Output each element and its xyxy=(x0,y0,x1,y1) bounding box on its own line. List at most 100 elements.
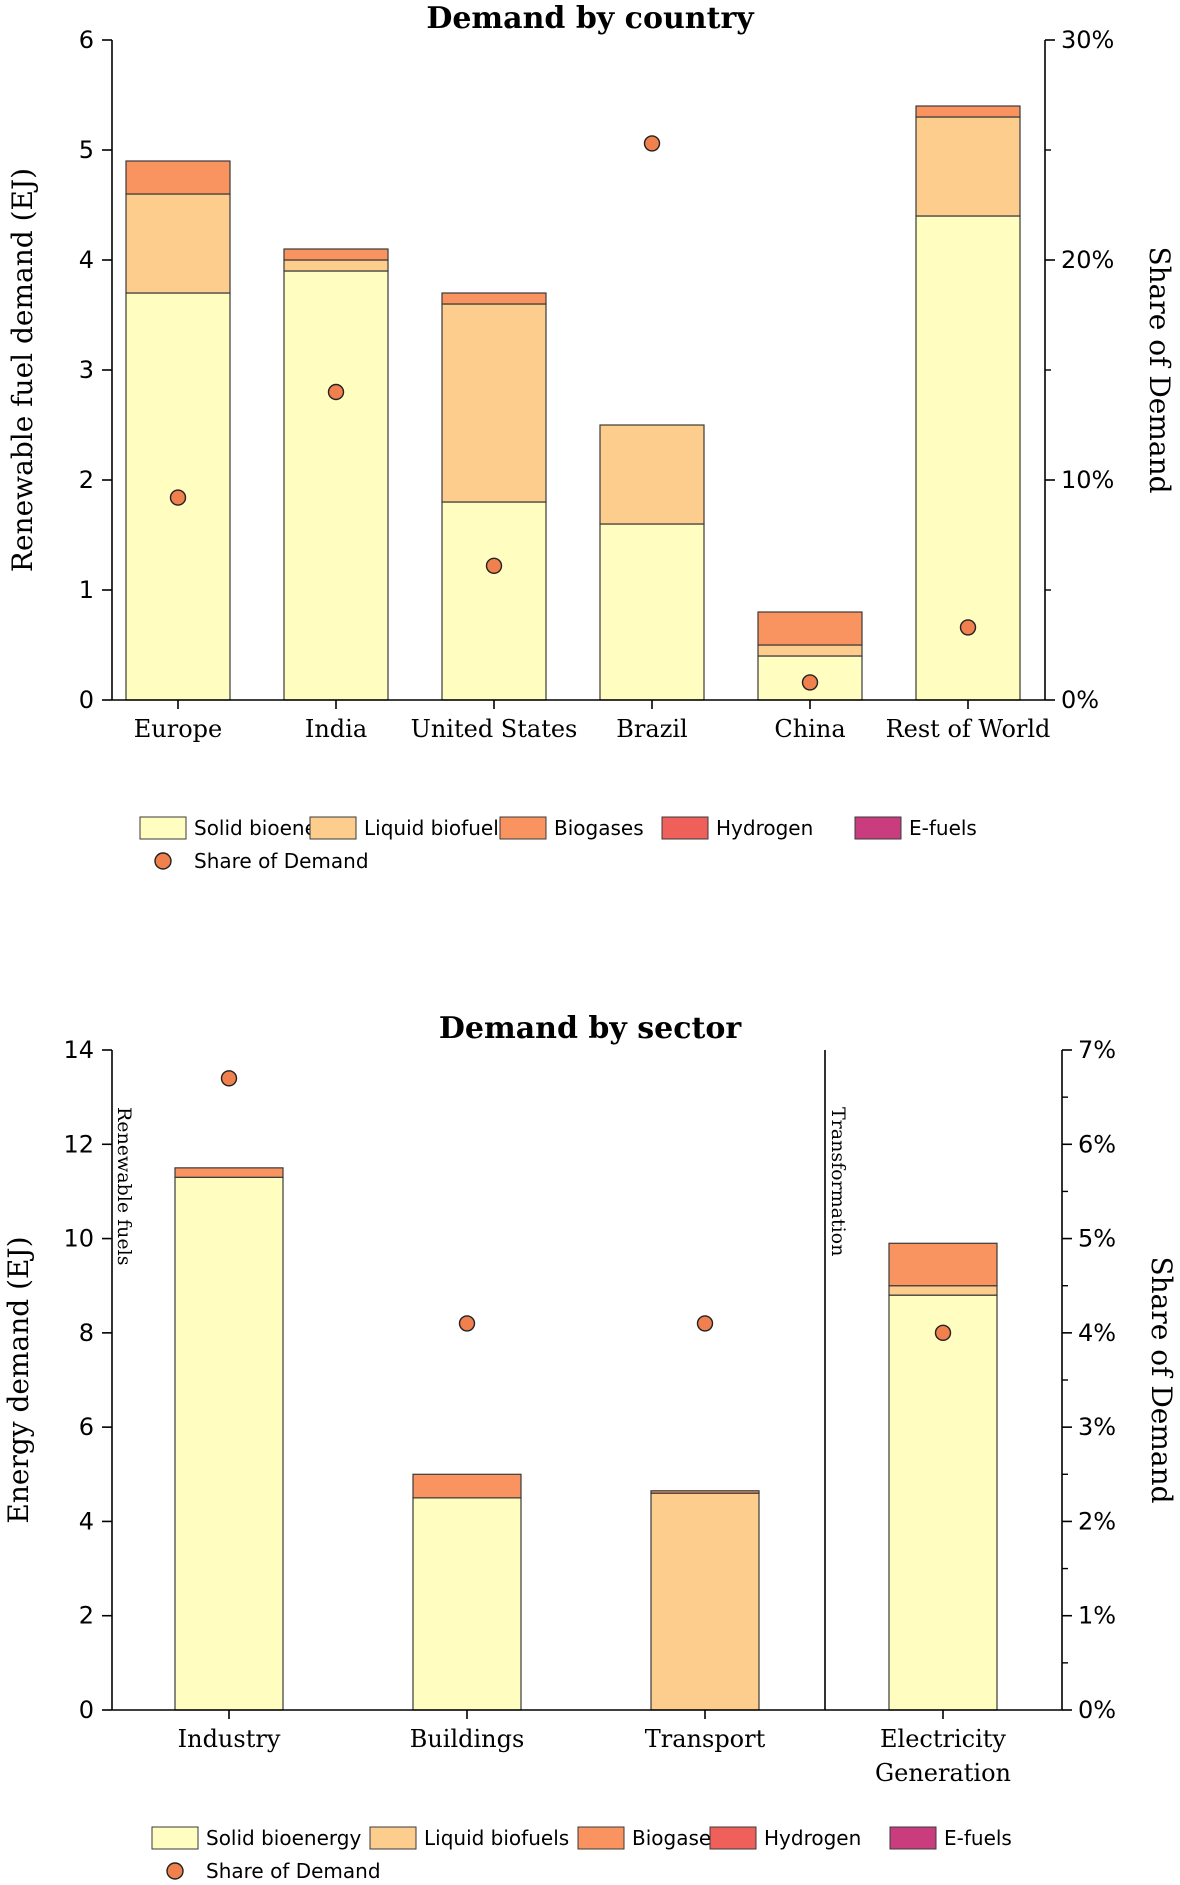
y-tick-label: 3 xyxy=(79,356,94,384)
x-tick-label-rest-of-world: Rest of World xyxy=(886,715,1051,743)
y2-axis-label: Share of Demand xyxy=(1143,246,1176,493)
bar-buildings-solid-bioenergy xyxy=(412,1497,522,1711)
share-point-rest-of-world xyxy=(959,619,977,636)
bar-group xyxy=(125,105,1021,701)
legend: Solid bioenergy Liquid biofuels Biogases Hy… xyxy=(151,1826,1012,1883)
legend-swatch-biogases xyxy=(577,1826,625,1850)
x-tick-label-brazil: Brazil xyxy=(616,715,687,743)
y2-tick-label: 20% xyxy=(1061,246,1114,274)
share-point-transport xyxy=(696,1315,714,1332)
legend-swatch-solid-bioenergy xyxy=(139,816,187,840)
legend-label-biogases: Biogases xyxy=(554,816,644,840)
y2-tick-label: 3% xyxy=(1078,1413,1116,1441)
y-tick-label: 6 xyxy=(79,26,94,54)
legend-label-biogases: Biogases xyxy=(632,1826,722,1850)
legend: Solid bioenergy Liquid biofuels Biogases Hy… xyxy=(139,816,977,873)
y-tick-label: 10 xyxy=(63,1225,94,1253)
chart-demand-by-sector: Demand by sector 0 2 4 6 8 10 12 14 0% 1% 2% 3% 4% 5… xyxy=(2,1011,1178,1883)
y-tick-label: 0 xyxy=(79,1696,94,1724)
y2-tick-label: 30% xyxy=(1061,26,1114,54)
legend-label-hydrogen: Hydrogen xyxy=(764,1826,861,1850)
legend-swatch-hydrogen xyxy=(709,1826,757,1850)
y2-tick-label: 5% xyxy=(1078,1225,1116,1253)
y2-tick-label: 10% xyxy=(1061,466,1114,494)
legend-label-liquid-biofuels: Liquid biofuels xyxy=(364,816,509,840)
share-points xyxy=(220,1070,952,1342)
y-tick-label: 12 xyxy=(63,1130,94,1158)
annotation-transformation: Transformation xyxy=(827,1107,849,1256)
legend-swatch-biogases xyxy=(499,816,547,840)
bar-europe-biogases xyxy=(125,160,231,195)
bar-india-solid-bioenergy xyxy=(283,270,389,701)
y-ticks-left: 0 1 2 3 4 5 6 xyxy=(79,26,112,714)
bar-united-states-biogases xyxy=(441,292,547,305)
y2-tick-label: 1% xyxy=(1078,1602,1116,1630)
x-tick-label-europe: Europe xyxy=(134,715,222,743)
legend-swatch-e-fuels xyxy=(854,816,902,840)
legend-swatch-share-of-demand xyxy=(154,852,172,870)
share-point-china xyxy=(801,674,819,691)
legend-label-share-of-demand: Share of Demand xyxy=(206,1859,381,1883)
chart-title: Demand by sector xyxy=(439,1011,742,1046)
y2-tick-label: 0% xyxy=(1061,686,1099,714)
y-tick-label: 0 xyxy=(79,686,94,714)
y-axis-label: Energy demand (EJ) xyxy=(2,1236,35,1523)
y2-tick-label: 6% xyxy=(1078,1130,1116,1158)
legend-swatch-share-of-demand xyxy=(166,1862,184,1880)
bar-europe-liquid-biofuels xyxy=(125,193,231,294)
y-tick-label: 4 xyxy=(79,246,94,274)
bar-buildings-biogases xyxy=(412,1473,522,1499)
y-tick-label: 2 xyxy=(79,1602,94,1630)
x-tick-labels: Industry Buildings Transport Electricity Gen… xyxy=(178,1710,1011,1787)
y-ticks-right: 0% 1% 2% 3% 4% 5% 6% 7% xyxy=(1062,1036,1116,1724)
bar-china-biogases xyxy=(757,611,863,646)
y2-tick-label: 2% xyxy=(1078,1507,1116,1535)
bar-india-biogases xyxy=(283,248,389,261)
bar-transport-biogases xyxy=(650,1490,760,1494)
bar-group xyxy=(174,1167,998,1711)
bar-electricity-generation-biogases xyxy=(888,1242,998,1287)
y-tick-label: 2 xyxy=(79,466,94,494)
legend-swatch-solid-bioenergy xyxy=(151,1826,199,1850)
share-point-united-states xyxy=(485,557,503,574)
y2-axis-label: Share of Demand xyxy=(1145,1256,1178,1503)
chart-demand-by-country: Demand by country 0 1 2 3 4 5 6 0% 10% 20% 30% Eu… xyxy=(6,1,1176,873)
y-tick-label: 6 xyxy=(79,1413,94,1441)
bar-electricity-generation-liquid-biofuels xyxy=(888,1285,998,1296)
bar-transport-liquid-biofuels xyxy=(650,1492,760,1711)
y-ticks-left: 0 2 4 6 8 10 12 14 xyxy=(63,1036,112,1724)
bar-rest-of-world-biogases xyxy=(915,105,1021,118)
share-point-industry xyxy=(220,1070,238,1087)
bar-united-states-liquid-biofuels xyxy=(441,303,547,503)
y-tick-label: 5 xyxy=(79,136,94,164)
y-tick-label: 4 xyxy=(79,1507,94,1535)
share-point-electricity-generation xyxy=(934,1324,952,1342)
x-tick-label-transport: Transport xyxy=(645,1725,766,1753)
bar-brazil-liquid-biofuels xyxy=(599,424,705,525)
y-tick-label: 14 xyxy=(63,1036,94,1064)
bar-electricity-generation-solid-bioenergy xyxy=(888,1294,998,1711)
legend-swatch-liquid-biofuels xyxy=(309,816,357,840)
x-tick-label-china: China xyxy=(774,715,845,743)
share-point-brazil xyxy=(643,135,661,152)
y-tick-label: 1 xyxy=(79,576,94,604)
bar-china-liquid-biofuels xyxy=(757,644,863,657)
x-tick-label-electricity-generation: Electricity xyxy=(880,1725,1006,1753)
legend-swatch-hydrogen xyxy=(661,816,709,840)
legend-label-hydrogen: Hydrogen xyxy=(716,816,813,840)
chart-title: Demand by country xyxy=(426,1,755,36)
x-tick-label-industry: Industry xyxy=(178,1725,281,1753)
y2-tick-label: 4% xyxy=(1078,1319,1116,1347)
y-tick-label: 8 xyxy=(79,1319,94,1347)
legend-label-e-fuels: E-fuels xyxy=(909,816,977,840)
bar-india-liquid-biofuels xyxy=(283,259,389,272)
x-tick-label-buildings: Buildings xyxy=(410,1725,525,1753)
legend-label-share-of-demand: Share of Demand xyxy=(194,849,369,873)
legend-label-e-fuels: E-fuels xyxy=(944,1826,1012,1850)
legend-label-solid-bioenergy: Solid bioenergy xyxy=(206,1826,361,1850)
x-tick-label-united-states: United States xyxy=(411,715,578,743)
x-tick-label-electricity-generation: Generation xyxy=(875,1759,1011,1787)
share-points xyxy=(169,135,977,691)
share-point-europe xyxy=(169,489,187,506)
